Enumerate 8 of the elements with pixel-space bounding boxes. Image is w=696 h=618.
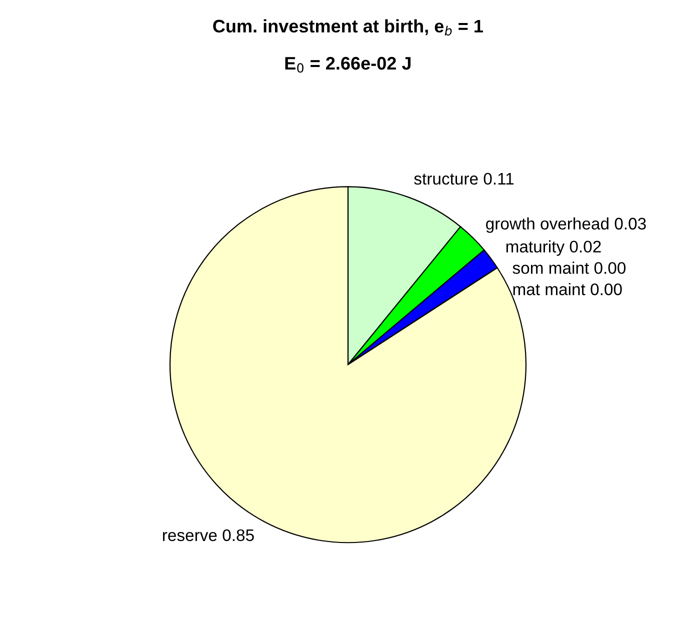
- slice-label: maturity 0.02: [506, 240, 601, 256]
- category-label: mat maint 0.00: [513, 283, 622, 296]
- slice-label: reserve 0.85: [163, 529, 254, 542]
- slice-label: growth overhead 0.03: [486, 217, 646, 233]
- chart-subtitle: E$_{0}$ = 2.66e-02 J: [285, 56, 411, 73]
- category-label: som maint 0.00: [512, 262, 626, 274]
- slice-label: structure 0.11: [414, 172, 514, 185]
- chart-title: Cum. investment at birth, e$_{b}$ = 1: [213, 19, 483, 36]
